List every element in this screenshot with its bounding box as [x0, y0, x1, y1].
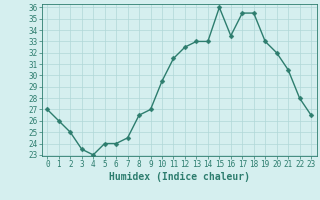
- X-axis label: Humidex (Indice chaleur): Humidex (Indice chaleur): [109, 172, 250, 182]
